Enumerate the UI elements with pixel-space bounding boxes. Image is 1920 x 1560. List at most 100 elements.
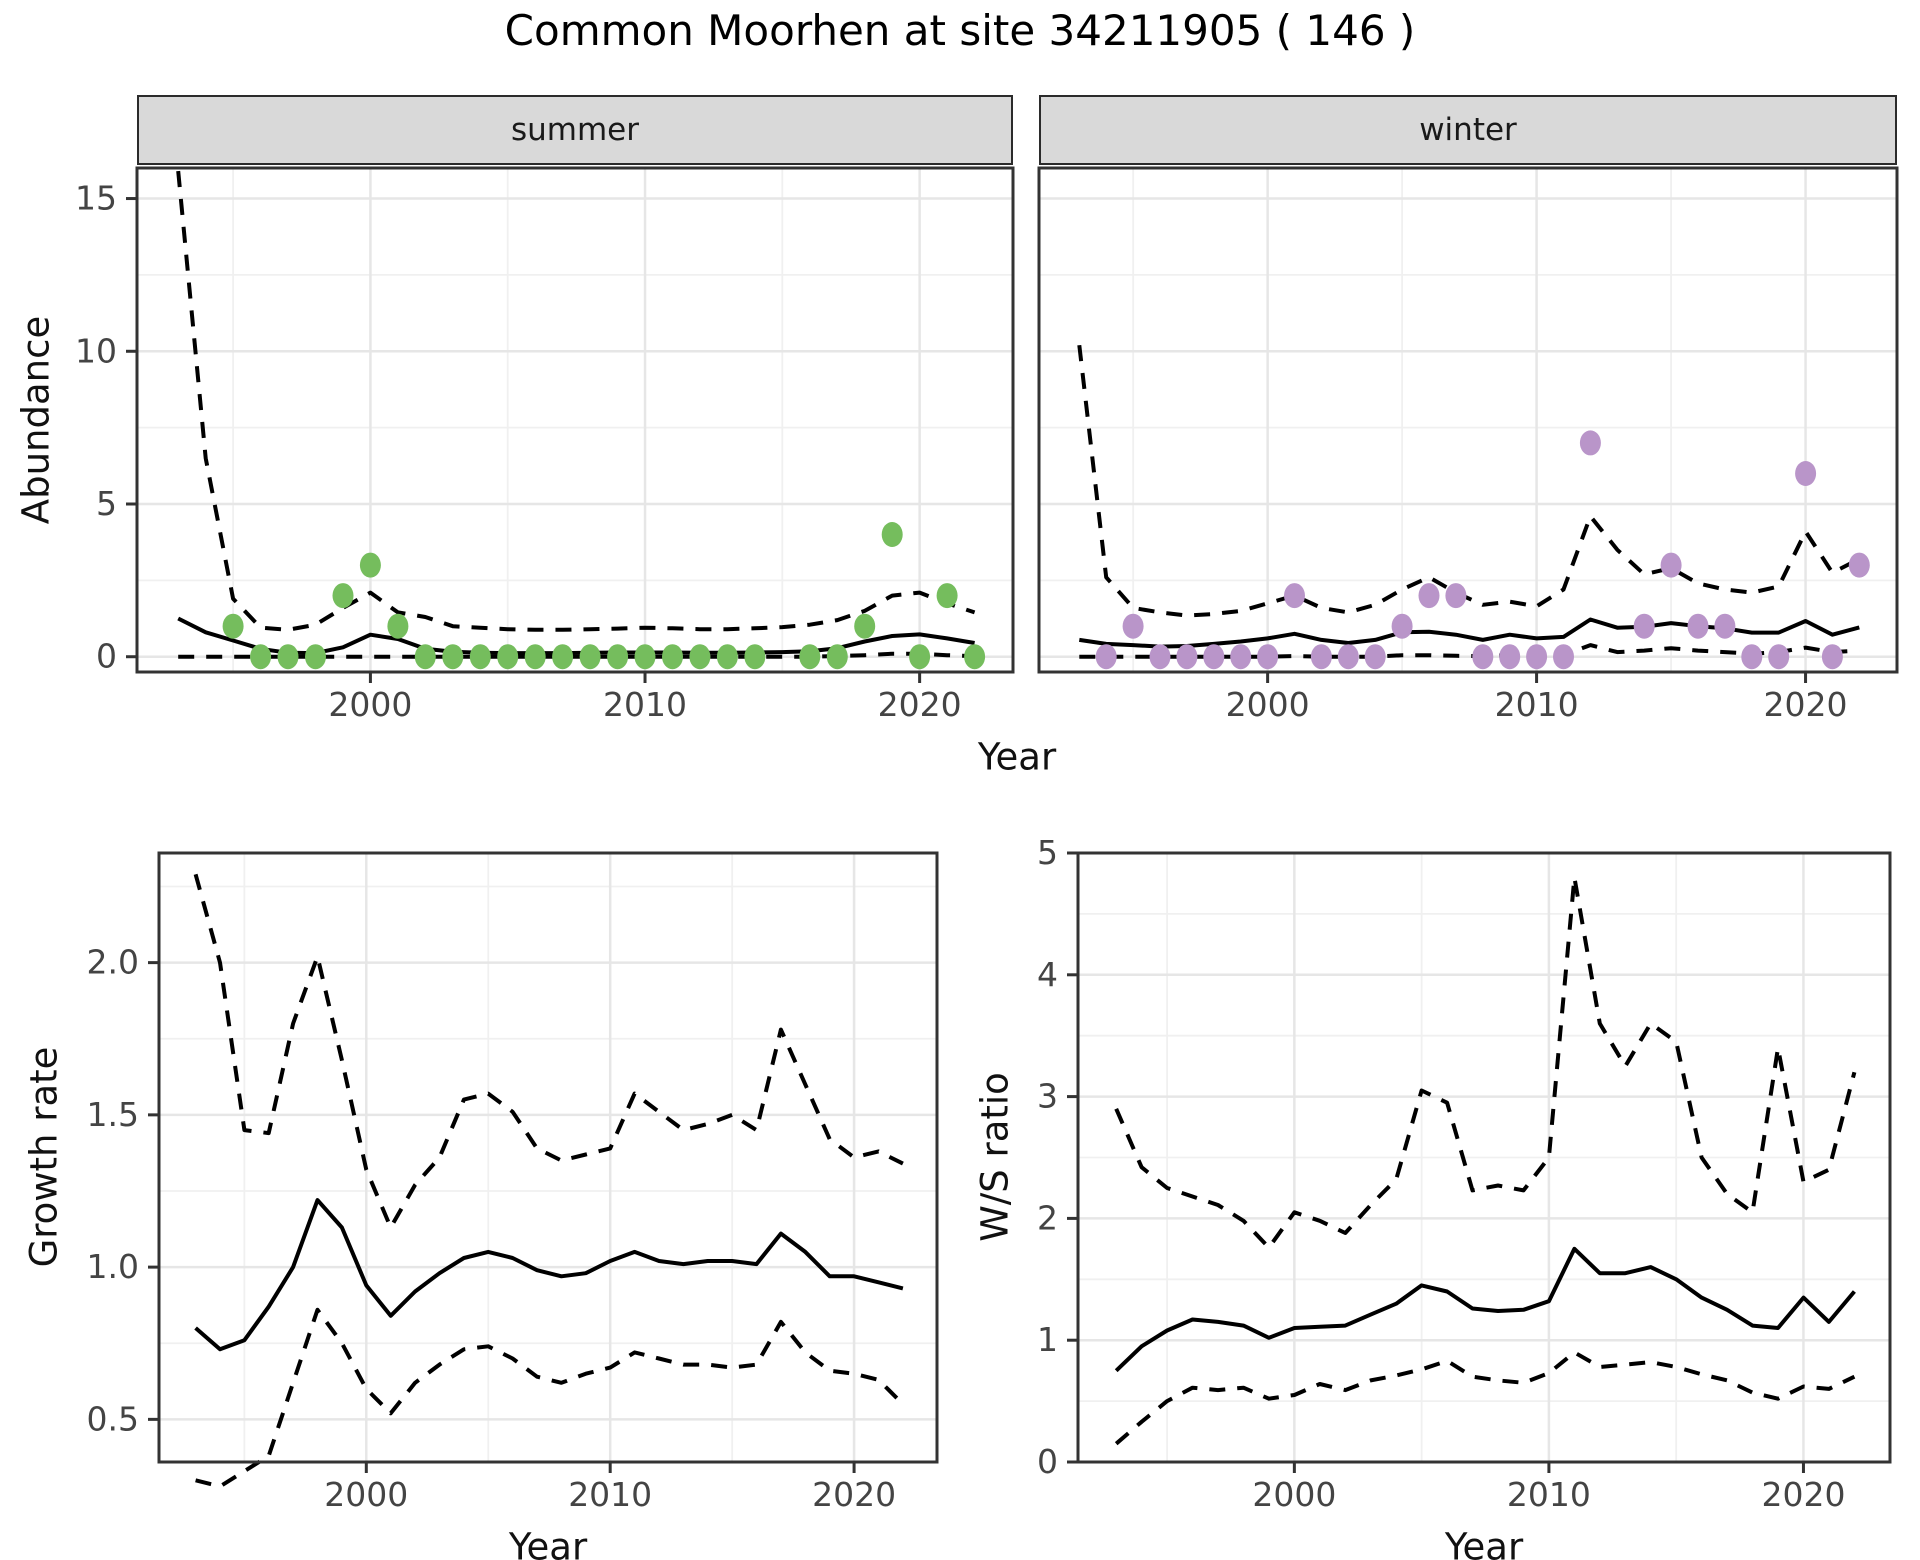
data-point [1660,552,1682,578]
data-point [552,644,574,670]
data-point [1310,644,1332,670]
data-point [744,644,766,670]
data-point [1795,461,1817,486]
panel-background [1039,168,1897,672]
x-tick-label: 2010 [1507,1475,1591,1514]
data-point [1176,644,1198,670]
x-tick-label: 2020 [1764,685,1848,724]
data-point [359,552,381,578]
y-tick-label: 0 [96,637,117,676]
x-tick-label: 2010 [1495,685,1579,724]
points-abundance-summer [222,522,986,670]
series-growth [193,873,905,1489]
gridlines-ws [1078,853,1890,1462]
panel-abundance-winter: 2000 2010 2020 [1037,166,1899,724]
data-point [799,644,821,670]
y-tick-label: 10 [75,331,117,370]
data-point [1364,644,1386,670]
data-point [387,613,409,639]
axis-abundance-winter: 2000 2010 2020 [1226,672,1848,724]
y-tick-label: 5 [96,484,117,523]
data-point [936,583,958,609]
data-point [1579,430,1601,456]
data-point [1445,583,1467,609]
facet-strip-winter-label: winter [1419,112,1517,148]
data-point [826,644,848,670]
data-point [854,613,876,639]
y-axis-title-growth-rate: Growth rate [22,1046,66,1268]
panel-background [159,853,937,1462]
data-point [1418,583,1440,609]
data-point [1284,583,1305,609]
series-line-upper_ci [1077,344,1861,618]
facet-strip-summer: summer [137,95,1013,165]
panel-ws: 2000 2010 2020 0 1 2 3 4 5 [1037,833,1892,1514]
data-point [1741,644,1763,670]
series-line-lower_ci [1079,643,1860,659]
panel-growth: 2000 2010 2020 0.5 1.0 1.5 2.0 [87,851,939,1514]
data-point [579,644,601,670]
gridlines-abundance-summer [137,168,1013,672]
data-point [469,644,491,670]
data-point [909,644,931,670]
points-abundance-winter [1095,430,1870,670]
data-point [964,644,986,670]
data-point [607,644,629,670]
data-point [634,644,656,670]
y-tick-label: 3 [1037,1077,1058,1116]
data-point [332,583,354,609]
data-point [305,644,326,670]
facet-strip-winter: winter [1039,95,1897,165]
x-tick-label: 2000 [1226,685,1310,724]
axis-abundance-summer: 2000 2010 2020 0 5 10 15 [75,179,962,724]
y-tick-label: 2 [1037,1198,1058,1237]
data-point [1499,644,1521,670]
data-point [1257,644,1279,670]
data-point [1391,613,1413,639]
data-point [881,522,903,547]
y-tick-label: 5 [1037,833,1058,872]
data-point [689,644,711,670]
data-point [414,644,436,670]
y-tick-label: 1 [1037,1320,1058,1359]
axis-ws: 2000 2010 2020 0 1 2 3 4 5 [1037,833,1845,1514]
series-line-mean [194,1198,904,1352]
x-tick-label: 2000 [324,1475,408,1514]
data-point [250,644,272,670]
data-point [442,644,464,670]
x-tick-label: 2020 [812,1475,896,1514]
x-axis-title-ws: Year [1444,1525,1524,1560]
data-point [1821,644,1843,670]
y-axis-title-abundance: Abundance [14,315,58,525]
x-tick-label: 2020 [878,685,962,724]
data-point [277,644,299,670]
data-point [1149,644,1171,670]
y-tick-label: 0 [1037,1442,1058,1481]
data-point [1203,644,1225,670]
data-point [1095,644,1117,670]
panel-abundance-summer: 2000 2010 2020 0 5 10 15 [75,166,1015,724]
data-point [524,644,546,670]
data-point [1687,613,1709,639]
series-ws [1114,875,1857,1446]
panel-background [137,168,1013,672]
series-line-upper_ci [176,170,976,632]
series-line-mean [1114,1246,1856,1373]
x-tick-label: 2000 [1252,1475,1336,1514]
x-axis-title-top: Year [977,735,1057,779]
y-tick-label: 15 [75,179,117,218]
data-point [497,644,519,670]
x-tick-label: 2020 [1761,1475,1845,1514]
panel-border [157,851,939,1464]
data-point [1768,644,1790,670]
panel-border [1037,166,1899,674]
data-point [716,644,738,670]
facet-strip-summer-label: summer [510,112,639,148]
data-point [1230,644,1252,670]
data-point [1553,644,1574,670]
x-axis-title-growth: Year [508,1525,588,1560]
data-point [222,613,244,639]
y-tick-label: 1.0 [87,1247,139,1286]
